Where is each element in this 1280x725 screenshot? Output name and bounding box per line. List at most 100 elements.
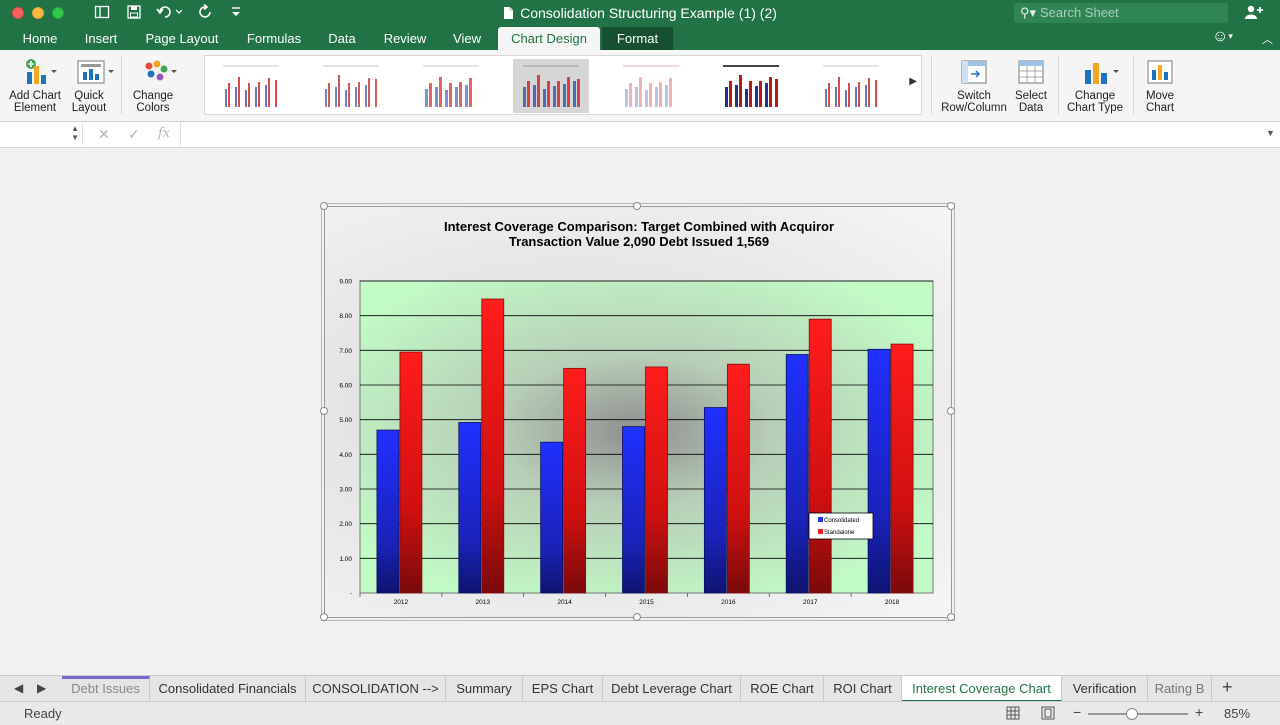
chart-style-thumbnail[interactable] [713, 59, 789, 113]
bar-consolidated[interactable] [703, 407, 727, 594]
bar-standalone[interactable] [645, 366, 668, 594]
bar-standalone[interactable] [726, 363, 750, 594]
expand-formula-bar-icon[interactable]: ▼ [1266, 128, 1275, 138]
close-window-button[interactable] [12, 7, 24, 19]
document-icon [503, 6, 514, 23]
move-chart-icon [1146, 58, 1174, 86]
next-sheet-arrow-icon[interactable]: ▶ [37, 681, 47, 695]
y-tick-label: - [350, 591, 352, 598]
select-data-button[interactable]: Select Data [1010, 50, 1052, 114]
search-sheet-input[interactable]: ⚲▾ Search Sheet [1014, 3, 1228, 23]
quick-layout-button[interactable]: Quick Layout [66, 50, 114, 114]
move-chart-button[interactable]: Move Chart [1138, 50, 1182, 114]
zoom-out-icon[interactable]: − [1073, 704, 1082, 720]
sheet-tab-roi-chart[interactable]: ROI Chart [824, 676, 902, 702]
chart-title-line-1: Interest Coverage Comparison: Target Com… [443, 219, 835, 234]
ribbon-separator [1058, 56, 1059, 114]
resize-handle[interactable] [947, 613, 955, 621]
cancel-formula-icon[interactable]: ✕ [98, 126, 110, 142]
change-colors-label-2: Colors [136, 102, 170, 114]
chart-style-thumbnail[interactable] [213, 59, 289, 113]
tab-formulas[interactable]: Formulas [246, 31, 302, 46]
interest-coverage-chart[interactable]: Interest Coverage Comparison: Target Com… [324, 206, 952, 618]
name-box-stepper-icon[interactable]: ▲ ▼ [71, 124, 79, 142]
tab-chart-design[interactable]: Chart Design [498, 27, 600, 50]
tab-insert[interactable]: Insert [84, 31, 118, 46]
redo-icon[interactable] [198, 3, 214, 24]
page-layout-view-icon[interactable] [1041, 706, 1055, 723]
sheet-tab-rating[interactable]: Rating B [1148, 676, 1212, 702]
resize-handle[interactable] [947, 202, 955, 210]
sheet-tab-consolidated-financials[interactable]: Consolidated Financials [150, 676, 306, 702]
zoom-in-icon[interactable]: + [1195, 704, 1204, 720]
collapse-ribbon-icon[interactable]: ︿ [1262, 34, 1273, 46]
prev-sheet-arrow-icon[interactable]: ◀ [14, 681, 24, 695]
tab-page-layout[interactable]: Page Layout [145, 31, 219, 46]
zoom-level[interactable]: 85% [1224, 706, 1251, 721]
confirm-formula-icon[interactable]: ✓ [128, 126, 140, 142]
save-icon[interactable] [126, 4, 142, 24]
resize-handle[interactable] [320, 202, 328, 210]
sheet-tab-consolidation[interactable]: CONSOLIDATION --> [306, 676, 446, 702]
ribbon-separator [1133, 56, 1134, 114]
tab-data[interactable]: Data [328, 31, 356, 46]
search-placeholder: Search Sheet [1040, 5, 1119, 20]
formula-input[interactable] [182, 124, 1262, 145]
gallery-next-arrow-icon[interactable]: ▶ [909, 76, 917, 87]
sheet-tab-interest-coverage-chart[interactable]: Interest Coverage Chart [902, 676, 1062, 702]
insert-function-icon[interactable]: fx [158, 126, 171, 141]
share-person-icon[interactable] [1244, 4, 1264, 24]
move-chart-label-1: Move [1145, 90, 1175, 102]
sheet-tab-roe-chart[interactable]: ROE Chart [741, 676, 824, 702]
bar-standalone[interactable] [399, 351, 423, 594]
add-chart-element-label-2: Element [13, 102, 57, 114]
zoom-slider-thumb[interactable] [1126, 708, 1138, 720]
undo-icon[interactable] [156, 4, 183, 24]
maximize-window-button[interactable] [52, 7, 64, 19]
feedback-smiley-icon[interactable]: ☺▾ [1212, 28, 1233, 45]
change-chart-type-button[interactable]: Change Chart Type [1062, 50, 1128, 114]
chart-style-thumbnail[interactable] [813, 59, 889, 113]
resize-handle[interactable] [633, 202, 641, 210]
bar-standalone[interactable] [808, 318, 832, 594]
sheet-tab-debt-leverage-chart[interactable]: Debt Leverage Chart [603, 676, 741, 702]
chart-style-thumbnail[interactable] [313, 59, 389, 113]
add-sheet-icon[interactable]: + [1222, 677, 1233, 697]
sheet-tab-eps-chart[interactable]: EPS Chart [523, 676, 603, 702]
bar-consolidated[interactable] [785, 354, 809, 594]
bar-consolidated[interactable] [376, 429, 400, 594]
bar-consolidated[interactable] [867, 348, 891, 594]
sheet-tab-verification[interactable]: Verification [1062, 676, 1148, 702]
zoom-slider-track[interactable] [1088, 713, 1188, 715]
normal-view-icon[interactable] [1006, 706, 1020, 723]
minimize-window-button[interactable] [32, 7, 44, 19]
add-chart-element-button[interactable]: Add Chart Element [4, 50, 66, 114]
change-colors-button[interactable]: Change Colors [126, 50, 180, 114]
sidebar-toggle-icon[interactable] [94, 4, 110, 24]
bar-standalone[interactable] [890, 343, 914, 594]
sheet-tab-debt-issues[interactable]: Debt Issues [62, 676, 150, 702]
bar-consolidated[interactable] [540, 441, 564, 594]
tab-format[interactable]: Format [602, 27, 673, 50]
sheet-tab-summary[interactable]: Summary [446, 676, 523, 702]
bar-consolidated[interactable] [458, 422, 482, 594]
chart-style-thumbnail[interactable] [613, 59, 689, 113]
switch-row-column-button[interactable]: Switch Row/Column [938, 50, 1010, 114]
bar-standalone[interactable] [563, 367, 587, 594]
tab-home[interactable]: Home [22, 31, 58, 46]
chart-style-thumbnail[interactable] [413, 59, 489, 113]
tab-review[interactable]: Review [383, 31, 427, 46]
add-chart-element-label-1: Add Chart [9, 90, 61, 102]
chart-style-thumbnail-selected[interactable] [513, 59, 589, 113]
legend-swatch [818, 517, 823, 522]
tab-view[interactable]: View [453, 31, 481, 46]
resize-handle[interactable] [320, 613, 328, 621]
resize-handle[interactable] [633, 613, 641, 621]
change-colors-icon [139, 58, 177, 86]
resize-handle[interactable] [320, 407, 328, 415]
name-box[interactable]: ▲ ▼ [3, 124, 83, 145]
bar-consolidated[interactable] [622, 426, 645, 594]
customize-toolbar-icon[interactable] [230, 4, 242, 24]
bar-standalone[interactable] [481, 298, 505, 594]
resize-handle[interactable] [947, 407, 955, 415]
